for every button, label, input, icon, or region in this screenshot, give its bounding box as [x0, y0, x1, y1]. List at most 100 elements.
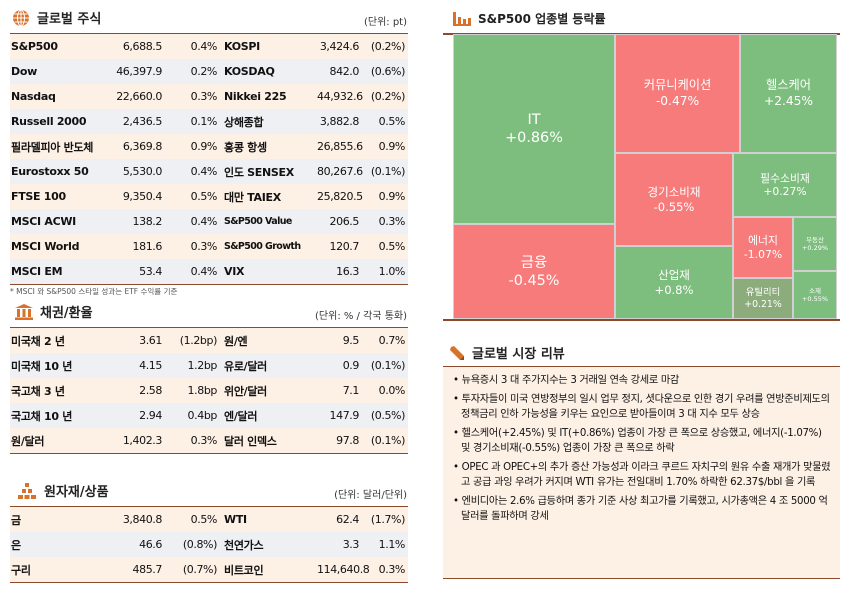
table-row: MSCI EM 53.4 0.4% VIX 16.3 1.0%: [10, 259, 408, 284]
change-cell: (0.6%): [370, 65, 406, 78]
name-cell: KOSPI: [224, 40, 260, 53]
value-cell: 1,402.3: [122, 434, 163, 447]
name-cell: 은: [11, 538, 21, 552]
name-cell: 상해종합: [224, 115, 264, 129]
name-cell: 위안/달러: [224, 384, 267, 398]
section-title-text: 글로벌 주식: [37, 12, 102, 27]
value-cell: 3.61: [139, 334, 162, 347]
bonds-fx-title: 채권/환율: [15, 302, 93, 321]
name-cell: S&P500: [11, 40, 58, 53]
name-cell: S&P500 Growth: [224, 241, 301, 252]
unit-label: (단위: % / 각국 통화): [315, 311, 407, 322]
name-cell: 대만 TAIEX: [224, 190, 281, 204]
change-cell: 0.0%: [378, 384, 406, 397]
sector-change: -0.55%: [653, 199, 695, 214]
value-cell: 80,267.6: [317, 165, 363, 178]
table-row: 국고채 10 년 2.94 0.4bp 엔/달러 147.9 (0.5%): [10, 403, 408, 428]
name-cell: 미국채 10 년: [11, 359, 73, 373]
change-cell: 0.4%: [190, 265, 218, 278]
sector-cell: 부동산 +0.29%: [793, 217, 837, 271]
value-cell: 26,855.6: [317, 140, 363, 153]
review-item: OPEC 과 OPEC+의 추가 증산 가능성과 이라크 쿠르드 자치구의 원유…: [451, 460, 832, 490]
change-cell: 0.7%: [378, 334, 406, 347]
name-cell: 원/엔: [224, 334, 248, 348]
table-row: MSCI ACWI 138.2 0.4% S&P500 Value 206.5 0.3%: [10, 209, 408, 234]
global-equity-table: S&P500 6,688.5 0.4% KOSPI 3,424.6 (0.2%) Dow 46…: [10, 33, 408, 285]
table-row: 미국채 2 년 3.61 (1.2bp) 원/엔 9.5 0.7%: [10, 328, 408, 353]
name-cell: 국고채 3 년: [11, 384, 65, 398]
name-cell: 비트코인: [224, 563, 264, 577]
divider: [443, 33, 840, 35]
value-cell: 2.58: [139, 384, 162, 397]
table-row: Dow 46,397.9 0.2% KOSDAQ 842.0 (0.6%): [10, 59, 408, 84]
value-cell: 46,397.9: [116, 65, 162, 78]
value-cell: 114,640.8: [317, 563, 370, 576]
sector-title: S&P500 업종별 등락률: [453, 10, 606, 27]
name-cell: Russell 2000: [11, 115, 87, 128]
change-cell: (0.2%): [370, 40, 406, 53]
value-cell: 485.7: [132, 563, 163, 576]
bonds-fx-table: 미국채 2 년 3.61 (1.2bp) 원/엔 9.5 0.7% 미국채 10 년 4.15…: [10, 327, 408, 454]
name-cell: Nasdaq: [11, 90, 56, 103]
change-cell: 0.9%: [190, 140, 218, 153]
value-cell: 9.5: [342, 334, 360, 347]
table-row: 은 46.6 (0.8%) 천연가스 3.3 1.1%: [10, 532, 408, 557]
section-title-text: 채권/환율: [40, 306, 93, 321]
sector-change: +0.29%: [802, 244, 828, 252]
table-row: 미국채 10 년 4.15 1.2bp 유로/달러 0.9 (0.1%): [10, 353, 408, 378]
value-cell: 2.94: [139, 409, 162, 422]
name-cell: 구리: [11, 563, 31, 577]
change-cell: 1.0%: [378, 265, 406, 278]
name-cell: MSCI ACWI: [11, 215, 76, 228]
sector-name: 산업재: [658, 268, 690, 283]
name-cell: Nikkei 225: [224, 90, 287, 103]
change-cell: 0.4bp: [187, 409, 218, 422]
change-cell: 0.5%: [190, 190, 218, 203]
pencil-icon: [450, 345, 464, 360]
value-cell: 138.2: [132, 215, 163, 228]
value-cell: 7.1: [342, 384, 360, 397]
change-cell: 0.9%: [378, 190, 406, 203]
value-cell: 4.15: [139, 359, 162, 372]
value-cell: 25,820.5: [317, 190, 363, 203]
sector-cell: 유틸리티 +0.21%: [733, 278, 793, 319]
unit-label: (단위: 달러/단위): [334, 490, 407, 501]
name-cell: 유로/달러: [224, 359, 267, 373]
globe-icon: [13, 9, 29, 26]
value-cell: 97.8: [336, 434, 359, 447]
sector-cell: 소재 +0.55%: [793, 271, 837, 319]
sector-change: +2.45%: [763, 93, 814, 108]
change-cell: (0.7%): [182, 563, 218, 576]
bank-icon: [15, 303, 33, 320]
change-cell: 0.3%: [190, 240, 218, 253]
value-cell: 0.9: [342, 359, 360, 372]
change-cell: (0.1%): [370, 359, 406, 372]
name-cell: 홍콩 항셍: [224, 140, 267, 154]
value-cell: 2,436.5: [122, 115, 163, 128]
change-cell: (0.1%): [370, 165, 406, 178]
sector-name: 금융: [520, 254, 548, 271]
commodities-title: 원자재/상품: [17, 481, 109, 500]
table-row: FTSE 100 9,350.4 0.5% 대만 TAIEX 25,820.5 0.9%: [10, 184, 408, 209]
change-cell: 0.3%: [378, 563, 406, 576]
section-title-text: 원자재/상품: [44, 485, 109, 500]
name-cell: KOSDAQ: [224, 65, 275, 78]
sector-name: 유틸리티: [745, 286, 781, 298]
sector-name: IT: [527, 112, 541, 128]
change-cell: 0.2%: [190, 65, 218, 78]
sector-cell: 금융 -0.45%: [453, 224, 615, 319]
value-cell: 6,688.5: [122, 40, 163, 53]
value-cell: 3,840.8: [122, 513, 163, 526]
sector-cell: 산업재 +0.8%: [615, 246, 733, 319]
sector-change: -1.07%: [743, 247, 783, 261]
value-cell: 53.4: [139, 265, 162, 278]
name-cell: VIX: [224, 265, 245, 278]
table-row: Russell 2000 2,436.5 0.1% 상해종합 3,882.8 0.5%: [10, 109, 408, 134]
change-cell: 0.5%: [190, 513, 218, 526]
value-cell: 44,932.6: [317, 90, 363, 103]
change-cell: 0.5%: [378, 115, 406, 128]
change-cell: 0.4%: [190, 40, 218, 53]
sector-name: 커뮤니케이션: [643, 78, 712, 93]
commodities-table: 금 3,840.8 0.5% WTI 62.4 (1.7%) 은 46.6 (0.8%) 천연가스…: [10, 506, 408, 583]
table-row: 필라델피아 반도체 6,369.8 0.9% 홍콩 항셍 26,855.6 0.9%: [10, 134, 408, 159]
